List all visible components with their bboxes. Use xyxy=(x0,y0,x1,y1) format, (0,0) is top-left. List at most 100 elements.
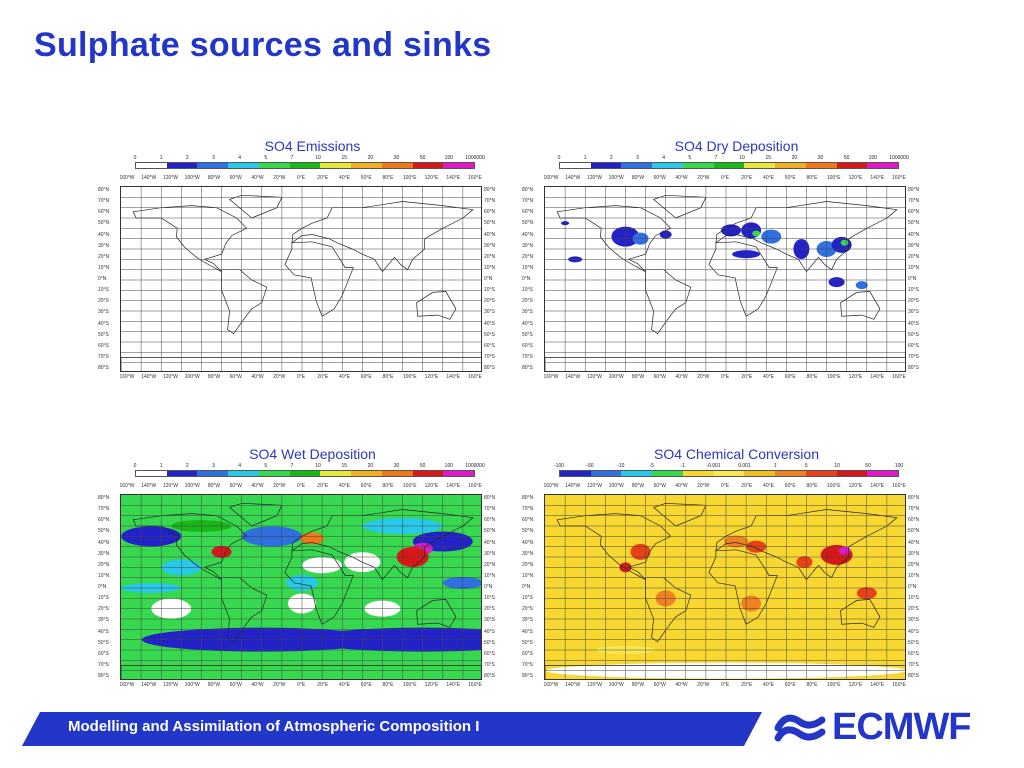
lon-tick-label: 0°E xyxy=(720,374,730,380)
colorbar-swatch xyxy=(621,163,653,168)
colorbar-tick-label: 7 xyxy=(714,155,718,161)
lat-tick-label: 20°S xyxy=(484,606,495,613)
lon-tick-label: 120°E xyxy=(424,374,439,380)
lat-labels-left: 80°N 70°N 60°N 50°N 40°N 30°N 20°N 10°N 0°N 10°S 2… xyxy=(98,187,116,371)
ecmwf-logo-text: ECMWF xyxy=(832,706,972,748)
lat-tick-label: 50°S xyxy=(98,639,109,646)
lat-tick-label: 80°N xyxy=(484,495,496,501)
lon-tick-label: 160°W xyxy=(543,175,559,181)
lon-tick-label: 140°E xyxy=(870,682,885,688)
lat-tick-label: 80°S xyxy=(484,365,495,371)
colorbar-swatch xyxy=(258,163,290,168)
lon-tick-label: 60°E xyxy=(360,374,372,380)
lon-tick-label: 140°E xyxy=(446,483,461,489)
colorbar-tick-label: 5 xyxy=(804,463,808,469)
lon-tick-label: 120°W xyxy=(162,682,179,688)
coastline xyxy=(132,513,248,581)
colorbar-tick-label: 30 xyxy=(817,155,824,161)
map-background xyxy=(121,187,481,371)
lon-tick-label: 120°E xyxy=(424,175,439,181)
lon-tick-label: 140°W xyxy=(565,175,581,181)
lat-tick-label: 60°N xyxy=(98,209,110,216)
lon-tick-label: 60°W xyxy=(229,374,242,380)
lon-tick-label: 20°W xyxy=(273,483,286,489)
lat-tick-label: 80°N xyxy=(522,187,534,193)
lat-tick-label: 30°S xyxy=(908,617,919,624)
lon-tick-label: 60°W xyxy=(229,682,242,688)
coastline xyxy=(708,241,778,317)
lon-tick-label: 80°W xyxy=(207,483,221,489)
lon-tick-label: 80°W xyxy=(207,374,221,380)
colorbar-tick-label: 4 xyxy=(238,463,241,469)
lat-tick-label: 70°S xyxy=(522,661,533,668)
colorbar-swatch xyxy=(381,163,413,168)
lon-tick-label: 40°E xyxy=(763,483,774,489)
colorbar-tick-label: 10 xyxy=(834,463,840,469)
lat-tick-label: 80°N xyxy=(98,187,110,193)
lat-tick-label: 60°S xyxy=(98,650,109,657)
panel-wet-deposition: SO4 Wet Deposition 0 1 2 3 4 5 7 10 15 20 30 50 100 1… xyxy=(98,446,505,691)
lat-tick-label: 20°S xyxy=(908,298,919,305)
lon-tick-label: 80°W xyxy=(207,682,221,688)
lon-tick-label: 120°W xyxy=(586,682,603,688)
lat-tick-label: 40°S xyxy=(484,320,495,327)
lon-tick-label: 0°E xyxy=(296,483,306,489)
coastline xyxy=(284,549,354,625)
colorbar-tick-label: -100 xyxy=(553,463,565,469)
colorbar-labels: 0 1 2 3 4 5 7 10 15 20 30 50 100 1000000 xyxy=(134,463,485,471)
lon-tick-label: 80°E xyxy=(806,682,818,688)
colorbar xyxy=(135,162,475,169)
lat-tick-label: 60°N xyxy=(522,517,534,524)
colorbar-tick-label: 3 xyxy=(636,155,639,161)
lon-tick-label: 160°E xyxy=(892,682,906,688)
lat-tick-label: 50°N xyxy=(522,220,534,227)
lon-tick-label: 20°E xyxy=(317,374,329,380)
lat-labels-left: 80°N 70°N 60°N 50°N 40°N 30°N 20°N 10°N 0°N 10°S 2… xyxy=(522,495,540,679)
lat-tick-label: 60°N xyxy=(484,209,496,216)
lat-tick-label: 40°S xyxy=(484,628,495,635)
lon-labels-bottom: 160°W 140°W 120°W 100°W 80°W 60°W 40°W 20°W 0°E 2… xyxy=(119,374,481,382)
field-patch xyxy=(840,239,849,246)
lat-tick-label: 20°N xyxy=(908,253,920,260)
lon-tick-label: 0°E xyxy=(720,175,730,181)
lat-tick-label: 60°S xyxy=(908,650,919,657)
colorbar-swatch xyxy=(805,163,837,168)
lon-tick-label: 100°W xyxy=(184,682,200,688)
lon-tick-label: 0°E xyxy=(720,483,730,489)
colorbar-swatch xyxy=(713,471,745,476)
lon-tick-label: 160°E xyxy=(468,175,482,181)
colorbar-swatch xyxy=(682,163,714,168)
lat-tick-label: 10°N xyxy=(522,572,534,579)
panel-title: SO4 Emissions xyxy=(264,138,361,154)
lat-tick-label: 60°N xyxy=(908,209,920,216)
lon-tick-label: 100°E xyxy=(402,682,417,688)
lat-tick-label: 30°N xyxy=(98,550,110,557)
lat-tick-label: 80°S xyxy=(908,365,919,371)
colorbar-swatch xyxy=(351,163,382,168)
field-patch xyxy=(796,556,813,569)
lon-tick-label: 100°W xyxy=(608,483,624,489)
lon-tick-label: 140°E xyxy=(446,682,461,688)
colorbar-tick-label: 100 xyxy=(868,155,878,161)
lat-tick-label: 80°N xyxy=(522,495,534,501)
map-wet-deposition xyxy=(120,494,482,680)
coastline xyxy=(416,599,457,628)
lat-tick-label: 10°N xyxy=(98,264,110,271)
lat-labels-right: 80°N 70°N 60°N 50°N 40°N 30°N 20°N 10°N 0°N 10°S 2… xyxy=(484,495,502,679)
panel-title: SO4 Dry Deposition xyxy=(674,138,799,154)
colorbar-tick-label: 5 xyxy=(688,155,692,161)
lon-tick-label: 140°W xyxy=(565,483,581,489)
lat-labels-right: 80°N 70°N 60°N 50°N 40°N 30°N 20°N 10°N 0°N 10°S 2… xyxy=(484,187,502,371)
coastline xyxy=(416,291,457,320)
colorbar-swatch xyxy=(836,471,868,476)
colorbar-swatch xyxy=(320,471,352,476)
panel-chemical-conversion: SO4 Chemical Conversion -100 -50 -10 -5 -1 -0… xyxy=(522,446,929,691)
colorbar-tick-label: 20 xyxy=(367,155,374,161)
lat-tick-label: 30°N xyxy=(908,242,920,249)
map-background xyxy=(545,495,905,679)
lat-tick-label: 20°S xyxy=(98,606,109,613)
lat-tick-label: 10°N xyxy=(522,264,534,271)
lat-tick-label: 30°S xyxy=(98,309,109,316)
colorbar-swatch xyxy=(258,471,290,476)
lon-tick-label: 140°W xyxy=(141,374,157,380)
